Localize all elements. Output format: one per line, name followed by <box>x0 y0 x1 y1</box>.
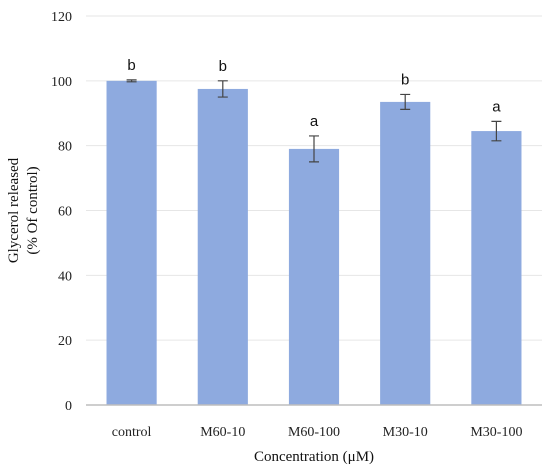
x-axis-label: Concentration (μM) <box>254 449 374 465</box>
bar-M60-100 <box>288 148 340 406</box>
y-tick-label-20: 20 <box>58 334 72 349</box>
significance-label-M30-100: a <box>492 98 501 115</box>
y-axis-label-line-1: Glycerol released <box>6 157 22 263</box>
bar-control <box>106 80 157 405</box>
y-tick-label-100: 100 <box>51 75 72 90</box>
significance-labels: b b a b a <box>127 57 501 130</box>
error-bar-M60-100 <box>309 135 319 163</box>
x-tick-label-control: control <box>112 425 152 440</box>
x-tick-label-M30-100: M30-100 <box>470 425 522 440</box>
bar-M60-10 <box>197 88 248 405</box>
x-tick-label-M60-10: M60-10 <box>200 425 245 440</box>
significance-label-M60-10: b <box>219 58 227 75</box>
x-tick-labels: control M60-10 M60-100 M30-10 M30-100 <box>112 425 523 440</box>
y-axis-label-line-2: (% Of control) <box>25 166 41 254</box>
bar-M30-10 <box>380 101 431 405</box>
error-bar-M30-10 <box>400 93 411 110</box>
significance-label-M60-100: a <box>310 113 319 130</box>
significance-label-control: b <box>127 57 135 74</box>
significance-label-M30-10: b <box>401 71 409 88</box>
error-bar-control <box>126 79 137 83</box>
x-tick-label-M60-100: M60-100 <box>288 425 340 440</box>
y-tick-label-60: 60 <box>58 205 72 220</box>
error-bar-M60-10 <box>217 80 228 98</box>
x-tick-label-M30-10: M30-10 <box>383 425 428 440</box>
error-bars <box>126 79 502 163</box>
bars <box>106 80 522 406</box>
y-tick-label-80: 80 <box>58 140 72 155</box>
y-tick-label-40: 40 <box>58 269 72 284</box>
y-tick-label-120: 120 <box>51 10 72 25</box>
y-tick-label-0: 0 <box>65 399 72 414</box>
bar-M30-100 <box>471 131 522 405</box>
y-tick-labels: 0 20 40 60 80 100 120 <box>51 10 72 414</box>
error-bar-M30-100 <box>491 120 502 142</box>
